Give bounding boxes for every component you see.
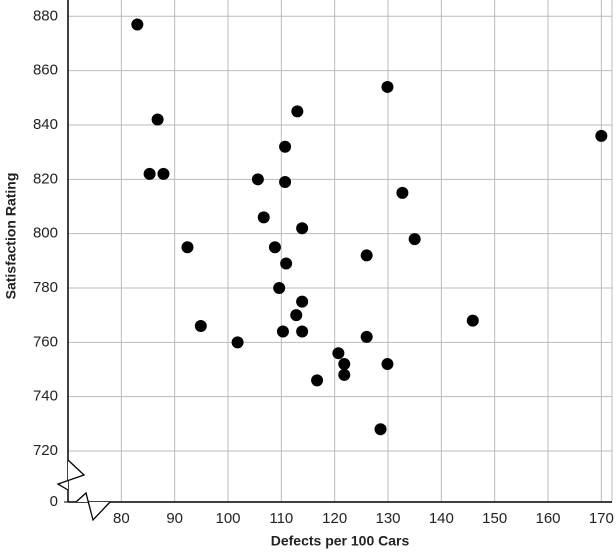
point (338, 368, 351, 381)
y-tick-label: 720 (33, 442, 58, 459)
point (296, 295, 309, 308)
x-tick-label: 100 (215, 510, 240, 527)
grid (68, 0, 612, 502)
point (268, 241, 281, 254)
y-tick-label: 820 (33, 170, 58, 187)
x-tick-label: 160 (535, 510, 560, 527)
point (408, 233, 421, 246)
point (143, 167, 156, 180)
x-axis-title: Defects per 100 Cars (271, 533, 410, 549)
y-tick-label: 780 (33, 279, 58, 296)
y-axis-title: Satisfaction Rating (3, 173, 19, 300)
point (332, 347, 345, 360)
y-tick-label: 860 (33, 62, 58, 79)
point (280, 257, 293, 270)
point (595, 129, 608, 142)
x-tick-label: 90 (166, 510, 183, 527)
point (257, 211, 270, 224)
y-tick-label: 840 (33, 116, 58, 133)
x-tick-label: 110 (269, 510, 293, 527)
x-tick-label: 80 (113, 510, 130, 527)
point (273, 281, 286, 294)
point (381, 80, 394, 93)
point (157, 167, 170, 180)
point (231, 336, 244, 349)
y-tick-label: 880 (33, 7, 58, 24)
point (374, 423, 387, 436)
point (338, 358, 351, 371)
point (279, 140, 292, 153)
point (276, 325, 289, 338)
point (194, 320, 207, 333)
point (279, 176, 292, 189)
point (151, 113, 164, 126)
point (466, 314, 479, 327)
point (251, 173, 264, 186)
point (381, 358, 394, 371)
y-tick-label: 0 (50, 493, 58, 510)
x-tick-label: 150 (482, 510, 507, 527)
point (360, 330, 373, 343)
point (296, 222, 309, 235)
y-tick-label: 800 (33, 225, 58, 242)
point (290, 309, 303, 322)
x-tick-label: 120 (322, 510, 347, 527)
point (311, 374, 324, 387)
x-axis-break (75, 491, 111, 522)
x-tick-label: 130 (375, 510, 400, 527)
y-tick-label: 760 (33, 333, 58, 350)
point (291, 105, 304, 118)
point (396, 186, 409, 199)
x-tick-label: 140 (429, 510, 454, 527)
y-axis-break (56, 459, 86, 491)
point (296, 325, 309, 338)
x-tick-label: 170 (589, 510, 614, 527)
point (181, 241, 194, 254)
point (360, 249, 373, 262)
point (131, 18, 144, 31)
y-tick-label: 740 (33, 388, 58, 405)
